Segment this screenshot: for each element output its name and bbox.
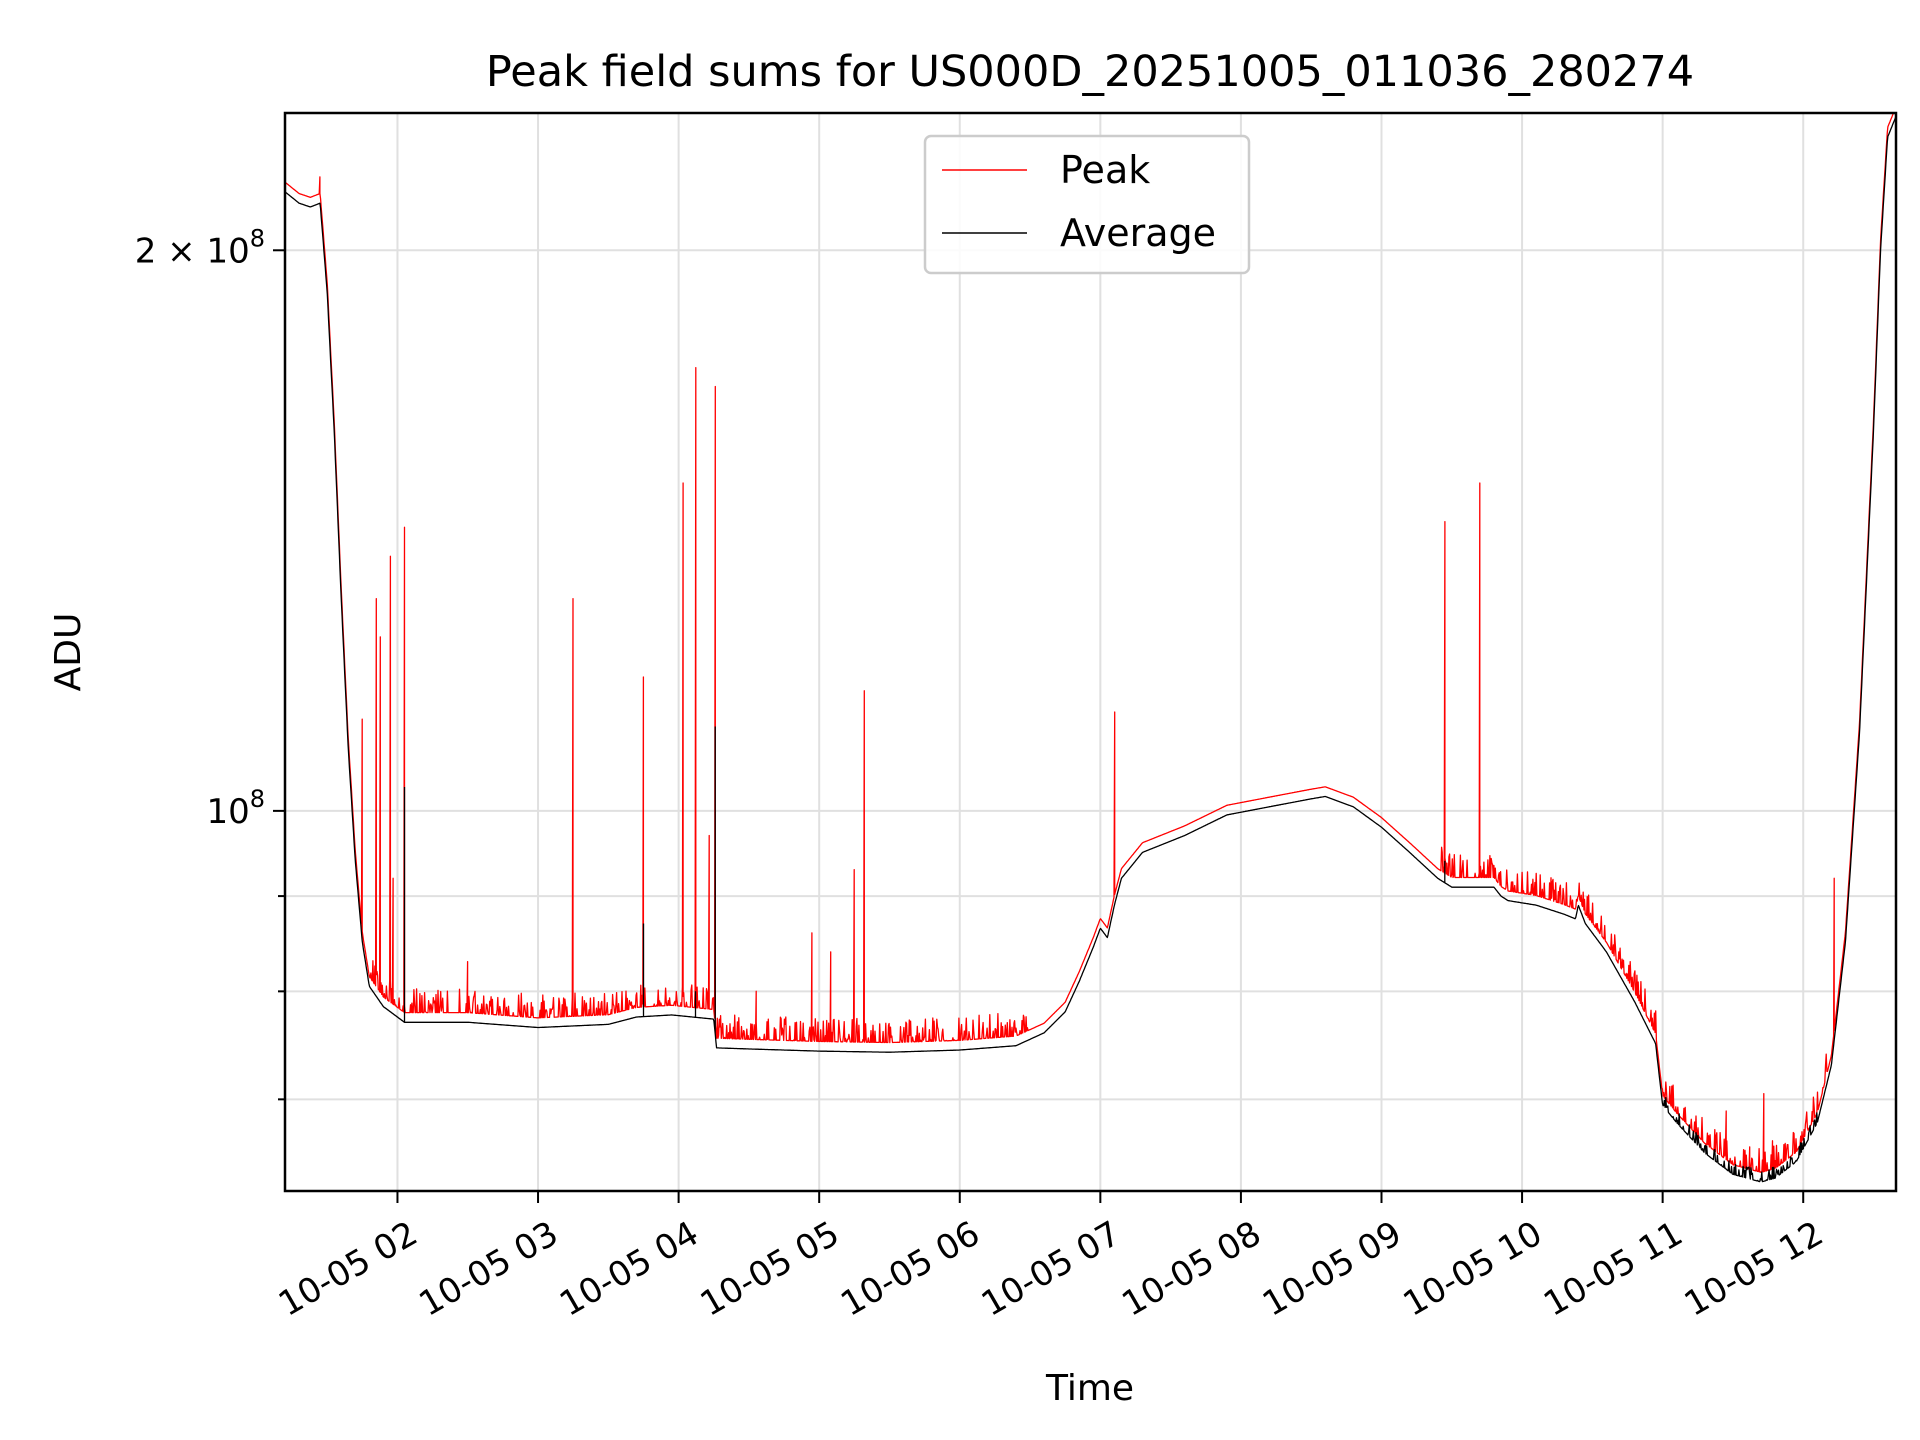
x-tick-label: 10-05 09 bbox=[1256, 1214, 1408, 1325]
x-tick-label: 10-05 03 bbox=[413, 1214, 565, 1325]
y-tick-label: 108 bbox=[206, 785, 265, 832]
plot-area bbox=[285, 113, 1896, 1183]
axes-frame bbox=[283, 111, 1898, 1193]
series-peak-line bbox=[285, 113, 1895, 1173]
legend: Peak Average bbox=[923, 134, 1251, 275]
x-tick-label: 10-05 08 bbox=[1115, 1214, 1267, 1325]
x-tick-label: 10-05 04 bbox=[553, 1214, 705, 1325]
y-tick-label-base: 2 × 10 bbox=[135, 231, 250, 271]
x-tick-label: 10-05 07 bbox=[975, 1214, 1127, 1325]
y-tick-label: 2 × 108 bbox=[135, 224, 265, 271]
x-tick-label: 10-05 02 bbox=[272, 1214, 424, 1325]
x-tick-label: 10-05 06 bbox=[834, 1214, 986, 1325]
x-tick-label: 10-05 11 bbox=[1537, 1214, 1689, 1325]
y-tick-label-base: 10 bbox=[206, 792, 249, 832]
x-tick-label: 10-05 12 bbox=[1678, 1214, 1830, 1325]
chart-title: Peak field sums for US000D_20251005_0110… bbox=[486, 47, 1694, 97]
series-average-line bbox=[285, 116, 1896, 1183]
x-tick-label: 10-05 10 bbox=[1397, 1214, 1549, 1325]
y-tick-label-exponent: 8 bbox=[250, 785, 265, 813]
series-group bbox=[285, 113, 1896, 1183]
x-tick-label: 10-05 05 bbox=[694, 1214, 846, 1325]
legend-average-label: Average bbox=[1060, 211, 1216, 255]
y-tick-label-exponent: 8 bbox=[250, 224, 265, 252]
x-axis-label: Time bbox=[1045, 1368, 1134, 1409]
legend-peak-label: Peak bbox=[1060, 148, 1150, 192]
y-axis-label: ADU bbox=[48, 613, 89, 692]
